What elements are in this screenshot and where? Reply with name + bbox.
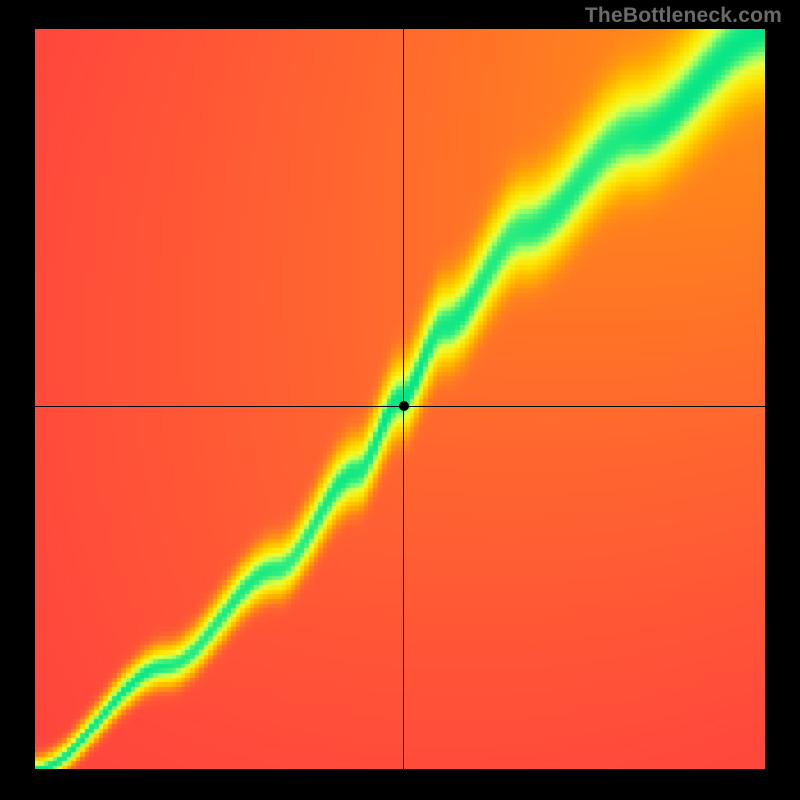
bottleneck-heatmap: [34, 28, 766, 770]
watermark-text: TheBottleneck.com: [585, 4, 782, 28]
stage: TheBottleneck.com: [0, 0, 800, 800]
